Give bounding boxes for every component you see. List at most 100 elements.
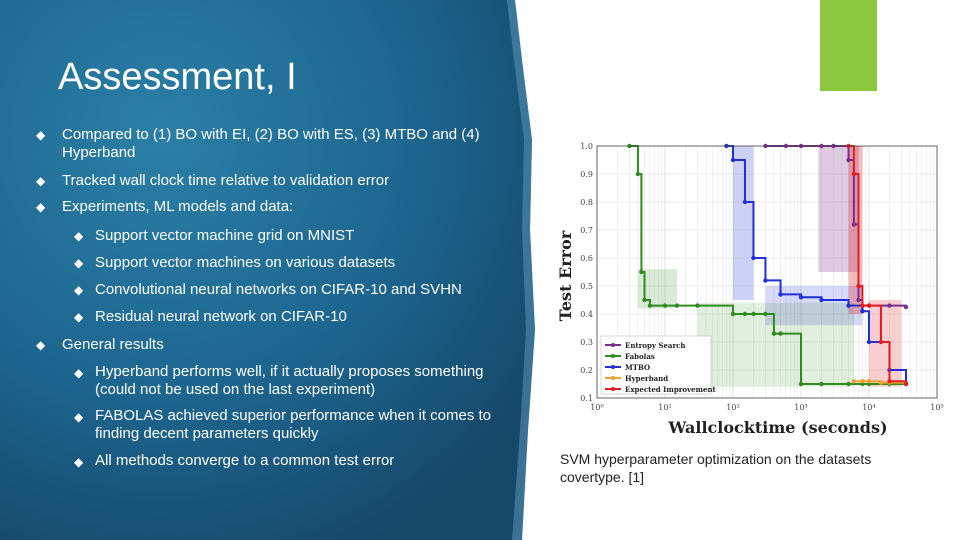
chart-series-lines <box>627 143 909 387</box>
y-tick-label: 0.9 <box>580 170 593 179</box>
legend-label: Expected Improvement <box>625 385 717 394</box>
x-axis-label: Wallclocktime (seconds) <box>667 418 887 437</box>
y-tick-label: 0.7 <box>580 226 593 235</box>
data-point <box>730 311 736 317</box>
y-tick-label: 1.0 <box>580 142 593 151</box>
sub-bullet-item: Convolutional neural networks on CIFAR-1… <box>95 281 462 298</box>
y-tick-label: 0.1 <box>580 394 593 403</box>
x-tick-label: 10² <box>726 403 739 412</box>
uncertainty-band <box>869 300 902 387</box>
sub-bullet-item: All methods converge to a common test er… <box>95 452 395 469</box>
y-tick-label: 0.8 <box>580 198 593 207</box>
y-tick-label: 0.4 <box>580 310 593 319</box>
data-point <box>856 297 861 303</box>
data-point <box>778 331 783 336</box>
data-point <box>642 297 647 303</box>
data-point <box>846 381 851 387</box>
data-point <box>662 303 668 308</box>
x-tick-label: 10³ <box>794 403 807 412</box>
bullet-item: General results <box>62 336 164 353</box>
bullet-diamond-icon: ◆ <box>74 256 84 270</box>
legend-marker <box>611 365 615 369</box>
y-tick-label: 0.3 <box>580 338 593 347</box>
uncertainty-band <box>697 302 854 387</box>
uncertainty-band <box>848 146 863 314</box>
bullet-diamond-icon: ◆ <box>74 283 84 297</box>
x-tick-label: 10⁴ <box>862 403 875 412</box>
data-point <box>742 199 748 205</box>
y-tick-label: 0.6 <box>580 254 593 263</box>
data-point <box>798 381 804 387</box>
data-point <box>866 379 872 384</box>
data-point <box>798 295 804 300</box>
bullet-diamond-icon: ◆ <box>36 174 46 188</box>
data-point <box>763 311 768 317</box>
data-point <box>778 292 783 297</box>
data-point <box>903 381 909 387</box>
legend-label: Hyperband <box>625 374 668 383</box>
data-point <box>846 157 851 163</box>
figure-caption: SVM hyperparameter optimization on the d… <box>560 451 872 485</box>
sub-bullet-item: FABOLAS achieved superior performance wh… <box>95 407 492 442</box>
uncertainty-band <box>818 146 859 272</box>
data-point <box>851 222 857 227</box>
data-point <box>742 311 748 317</box>
chart-uncertainty-bands <box>637 146 902 387</box>
bullet-item: Compared to (1) BO with EI, (2) BO with … <box>62 126 480 161</box>
sub-bullet-item: Support vector machine grid on MNIST <box>95 227 355 244</box>
data-point <box>887 379 892 384</box>
chart-legend: Entropy Search Fabolas MTBO Hyperband Expect… <box>600 335 717 395</box>
bullet-diamond-icon: ◆ <box>36 338 46 352</box>
data-point <box>695 303 700 308</box>
chart-plot-frame <box>596 145 938 399</box>
bullet-diamond-icon: ◆ <box>74 455 84 469</box>
bullet-diamond-icon: ◆ <box>74 229 84 243</box>
bullet-item: Tracked wall clock time relative to vali… <box>62 172 390 189</box>
bullet-diamond-icon: ◆ <box>36 128 46 142</box>
data-point <box>647 303 653 308</box>
data-point <box>856 283 861 289</box>
y-tick-label: 0.2 <box>580 366 593 375</box>
legend-marker <box>611 387 615 391</box>
bullet-diamond-icon: ◆ <box>74 366 84 380</box>
data-point <box>730 157 736 163</box>
data-point <box>903 304 909 310</box>
y-axis-label: Test Error <box>556 230 575 321</box>
data-point <box>866 339 872 345</box>
data-point <box>763 278 768 283</box>
data-point <box>639 269 644 275</box>
legend-marker <box>611 376 615 380</box>
sub-bullet-item: Support vector machines on various datas… <box>95 254 396 271</box>
x-tick-label: 10⁵ <box>930 403 943 412</box>
legend-label: Entropy Search <box>625 341 686 350</box>
sub-bullet-item: Residual neural network on CIFAR-10 <box>95 308 347 325</box>
data-point <box>771 331 777 336</box>
data-point <box>866 303 872 308</box>
y-tick-label: 0.5 <box>580 282 593 291</box>
data-point <box>846 303 851 308</box>
data-point <box>635 171 641 177</box>
data-point <box>860 303 865 308</box>
data-point <box>751 255 756 261</box>
data-point <box>751 311 756 317</box>
data-point <box>819 297 824 303</box>
bullet-diamond-icon: ◆ <box>74 410 84 424</box>
data-point <box>887 303 892 308</box>
bullet-diamond-icon: ◆ <box>74 310 84 324</box>
x-tick-label: 10¹ <box>658 403 671 412</box>
slide-title: Assessment, I <box>58 56 297 98</box>
green-accent-bar <box>820 0 877 91</box>
data-point <box>851 171 857 177</box>
data-point <box>819 381 824 387</box>
legend-marker <box>611 354 615 358</box>
x-tick-label: 10⁰ <box>590 403 603 412</box>
data-point <box>860 379 865 384</box>
sub-bullet-item: Hyperband performs well, if it actually … <box>95 363 484 398</box>
data-point <box>860 309 865 314</box>
bullet-diamond-icon: ◆ <box>36 200 46 214</box>
bullet-item: Experiments, ML models and data: <box>62 198 294 215</box>
uncertainty-band <box>733 146 754 300</box>
data-point <box>851 379 857 384</box>
data-point <box>878 339 884 345</box>
